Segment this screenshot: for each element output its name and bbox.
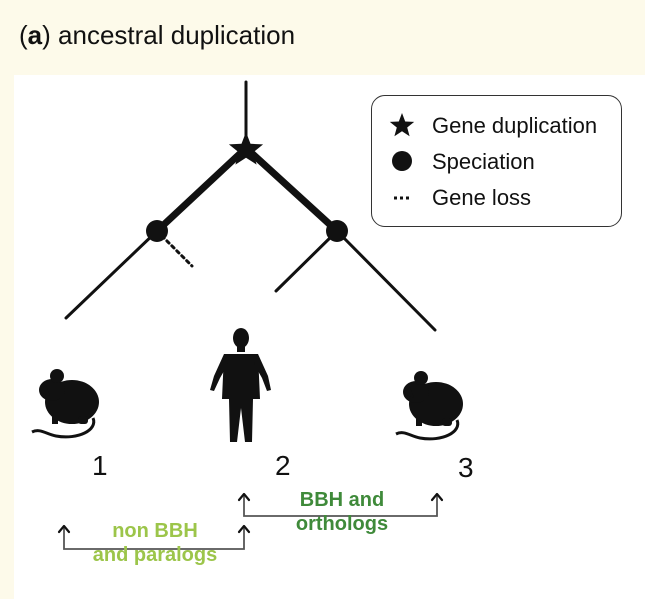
background-band-left: [0, 0, 14, 599]
speciation-node-right: [326, 220, 348, 242]
duplication-star-icon: [228, 132, 264, 165]
legend-item-gene-loss: Gene loss: [372, 182, 621, 212]
panel-letter: a: [27, 20, 43, 50]
comparison-bracket-right: [243, 495, 438, 517]
comparison-left-line-2: and paralogs: [92, 544, 218, 566]
mouse-icon: [395, 371, 463, 441]
legend: Gene duplication Speciation Gene loss: [371, 95, 622, 227]
arrow-up-icon: [237, 524, 251, 534]
comparison-right-line-1: BBH and: [299, 489, 385, 511]
species-number-3: 3: [458, 452, 474, 483]
star-icon: [389, 113, 415, 137]
legend-item-gene-duplication: Gene duplication: [372, 110, 621, 140]
panel-title-text: ancestral duplication: [58, 20, 296, 50]
comparison-label-left: non BBH and paralogs: [70, 519, 240, 567]
tree-branch-to-species-2: [274, 229, 339, 293]
legend-label-gene-loss: Gene loss: [432, 185, 532, 210]
comparison-label-right: BBH and orthologs: [272, 488, 412, 536]
arrow-up-icon: [430, 492, 444, 502]
comparison-left-line-1: non BBH: [112, 520, 198, 542]
legend-label-gene-duplication: Gene duplication: [432, 113, 598, 138]
dotted-line-icon: [394, 196, 411, 200]
comparison-right-line-2: orthologs: [295, 513, 389, 535]
human-icon: [210, 328, 271, 442]
tree-branch-right-thick: [242, 144, 341, 235]
arrow-up-icon: [237, 492, 251, 502]
panel-title: (a) ancestral duplication: [19, 20, 296, 50]
tree-branch-to-species-3: [335, 229, 437, 332]
species-number-1: 1: [92, 450, 108, 481]
legend-item-speciation: Speciation: [372, 146, 621, 176]
background-band-top: [0, 0, 645, 75]
comparison-bracket-left: [63, 527, 245, 550]
circle-icon: [392, 151, 412, 171]
mouse-icon: [31, 369, 99, 439]
arrow-up-icon: [57, 524, 71, 534]
legend-label-speciation: Speciation: [432, 149, 535, 174]
speciation-node-left: [146, 220, 168, 242]
species-number-2: 2: [275, 450, 291, 481]
tree-branch-to-species-1: [64, 229, 159, 320]
tree-branch-left-thick: [153, 144, 250, 235]
